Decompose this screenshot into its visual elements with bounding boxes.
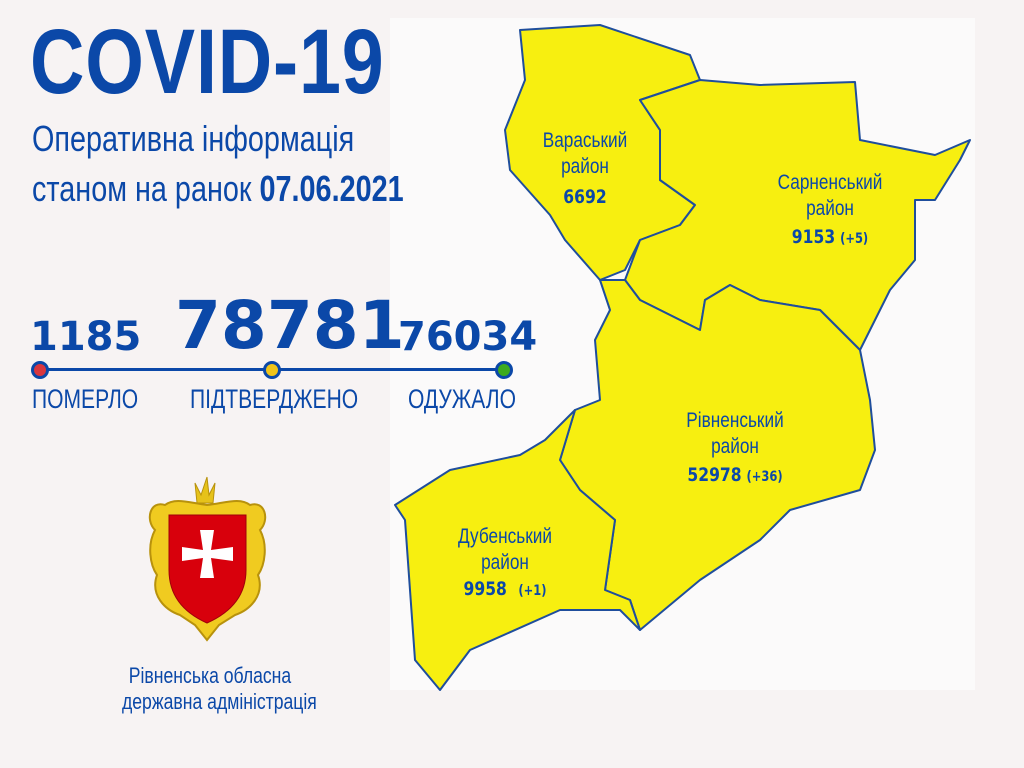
subtitle-line1: Оперативна інформація — [32, 118, 355, 159]
district-delta: (+5) — [840, 231, 869, 247]
district-total: 52978 — [687, 464, 742, 486]
district-label-varaskyi: Вараський район 6692 — [536, 128, 634, 210]
organization-line1: Рівненська обласна — [128, 663, 292, 688]
district-delta: (+1) — [518, 583, 547, 599]
district-label-dubenskyi: Дубенський район 9958 (+1) — [448, 524, 563, 604]
district-label-rivnenskyi: Рівненський район 52978 (+36) — [669, 408, 800, 490]
region-map — [390, 18, 975, 691]
confirmed-label: ПІДТВЕРДЖЕНО — [190, 384, 359, 414]
organization-name: Рівненська обласна державна адміністраці… — [122, 663, 317, 715]
died-count: 1185 — [30, 314, 142, 360]
page-title: COVID-19 — [30, 11, 385, 113]
district-total: 6692 — [563, 186, 607, 208]
recovered-count: 76034 — [398, 314, 538, 360]
district-suffix: район — [561, 155, 609, 178]
died-dot — [31, 361, 49, 379]
district-total: 9153 — [791, 226, 836, 248]
district-suffix: район — [711, 435, 759, 458]
coat-of-arms-icon — [148, 476, 267, 642]
subtitle-prefix: станом на ранок — [32, 168, 252, 209]
recovered-dot — [495, 361, 513, 379]
district-suffix: район — [481, 551, 529, 574]
district-name: Сарненський — [777, 171, 883, 194]
subtitle-line2: станом на ранок 07.06.2021 — [32, 168, 404, 210]
report-date: 07.06.2021 — [259, 168, 404, 209]
district-name: Вараський — [542, 129, 628, 152]
confirmed-count: 78781 — [175, 287, 405, 364]
district-name: Рівненський — [686, 409, 784, 432]
district-suffix: район — [806, 197, 854, 220]
district-name: Дубенський — [458, 525, 552, 548]
died-label: ПОМЕРЛО — [32, 384, 139, 414]
confirmed-dot — [263, 361, 281, 379]
district-label-sarnenskyi: Сарненський район 9153 (+5) — [769, 170, 892, 252]
district-dubenskyi[interactable] — [394, 409, 641, 691]
district-delta: (+36) — [746, 469, 783, 485]
organization-line2: державна адміністрація — [122, 689, 317, 714]
district-total: 9958 — [463, 578, 507, 600]
recovered-label: ОДУЖАЛО — [408, 384, 516, 414]
